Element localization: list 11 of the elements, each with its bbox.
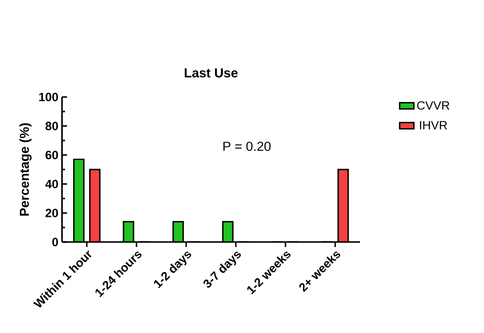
annotation: P = 0.20	[223, 142, 271, 151]
y-tick-label: 80	[46, 122, 58, 130]
chart-title: Last Use	[184, 68, 238, 78]
y-tick-label: 60	[46, 150, 58, 160]
legend-label: CVVR	[417, 101, 450, 110]
y-tick-label: 100	[39, 92, 58, 102]
y-tick-label: 0	[52, 238, 58, 246]
y-axis-title: Percentage (%)	[19, 123, 32, 216]
y-tick-label: 40	[45, 180, 58, 188]
y-tick-label: 20	[46, 208, 58, 218]
legend-label: IHVR	[420, 121, 448, 130]
